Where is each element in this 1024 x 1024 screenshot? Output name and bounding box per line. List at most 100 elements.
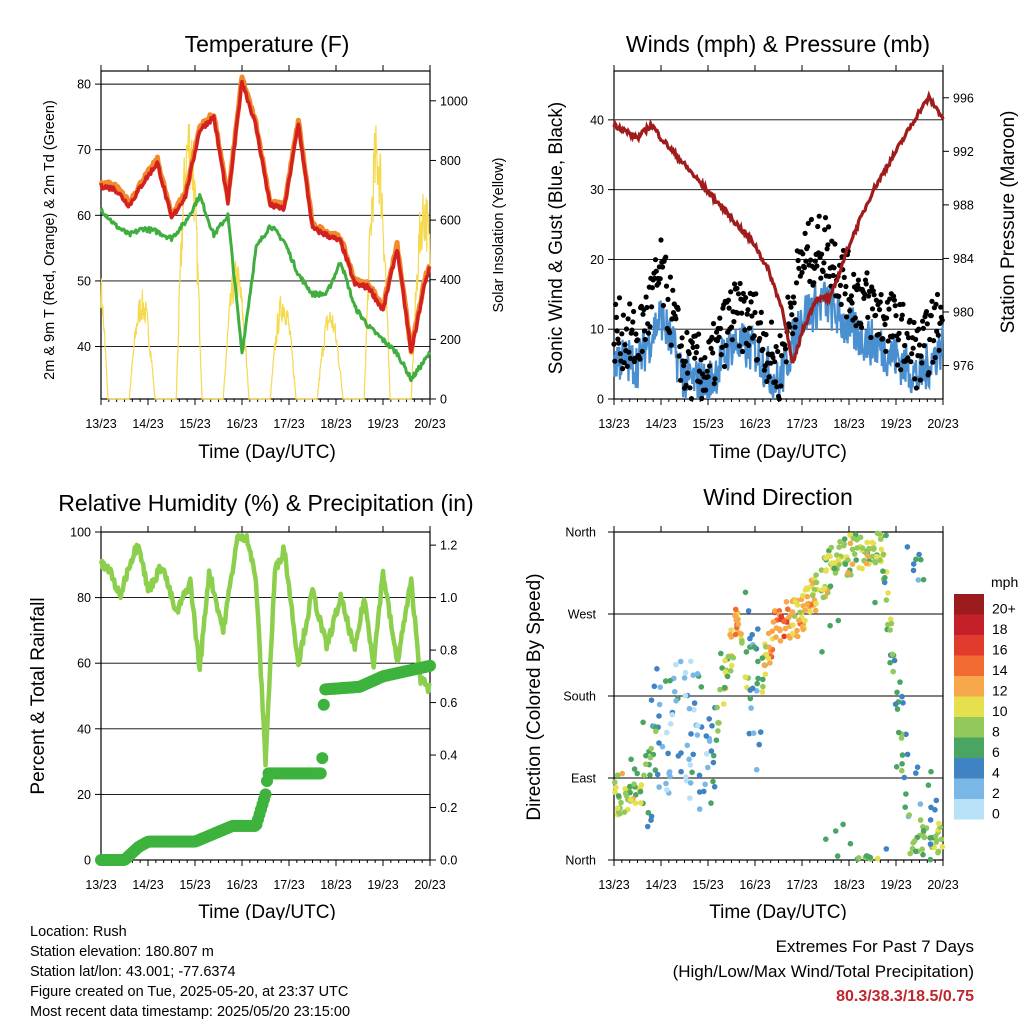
direction-point [939, 844, 946, 850]
direction-point [621, 809, 628, 815]
gust-point [873, 312, 879, 318]
legend-label: 4 [992, 764, 1000, 780]
gust-point [803, 258, 809, 264]
location-text: Location: Rush [30, 924, 127, 940]
gust-point [611, 341, 617, 347]
precip-points [95, 659, 436, 866]
direction-point [902, 804, 908, 810]
gust-point [649, 285, 656, 291]
gust-point [917, 377, 923, 383]
gust-point [876, 307, 883, 313]
direction-point [694, 671, 701, 677]
direction-point [773, 634, 779, 640]
direction-point [800, 626, 806, 633]
direction-point [682, 692, 689, 699]
direction-point [898, 735, 905, 741]
winds-y2tick-label: 984 [953, 252, 974, 266]
gust-point [694, 344, 700, 350]
direction-point [872, 559, 879, 566]
legend-swatch [954, 676, 984, 697]
gust-point [735, 310, 741, 316]
direction-point [927, 817, 934, 823]
direction-point [832, 828, 839, 834]
direction-point [782, 625, 789, 632]
direction-point [688, 731, 694, 737]
direction-point [772, 608, 778, 614]
direction-point [832, 570, 839, 576]
direction-point [829, 560, 835, 566]
legend-label: 8 [992, 723, 1000, 739]
direction-xtick-label: 16/23 [739, 878, 770, 892]
direction-point [754, 680, 760, 687]
direction-point [889, 651, 896, 658]
gust-point [868, 334, 874, 341]
gust-point [885, 338, 891, 344]
humidity-y2tick-label: 0.4 [440, 749, 457, 763]
direction-point [710, 759, 717, 766]
gust-point [678, 377, 684, 383]
gust-point [663, 254, 669, 260]
gust-point [728, 324, 735, 330]
direction-point [749, 685, 756, 692]
direction-point [719, 665, 725, 671]
direction-point [841, 536, 848, 542]
direction-point [869, 539, 876, 546]
winds-ytick-label: 40 [590, 113, 604, 127]
direction-point [835, 617, 842, 624]
direction-ytick-label: East [571, 772, 597, 786]
direction-ytick-label: South [563, 690, 596, 704]
gust-point [668, 342, 674, 348]
direction-point [647, 754, 654, 761]
gust-point [832, 241, 838, 247]
gust-point [681, 362, 687, 369]
humidity-y2tick-label: 0.8 [440, 644, 457, 658]
direction-xtick-label: 19/23 [880, 878, 911, 892]
direction-point [696, 789, 703, 795]
direction-point [614, 772, 621, 778]
gust-point [848, 293, 855, 299]
direction-point [874, 855, 881, 862]
direction-point [728, 668, 734, 674]
direction-point [698, 684, 705, 690]
direction-point [910, 567, 917, 574]
gust-point [785, 294, 791, 300]
direction-point [906, 812, 913, 818]
gust-point [665, 296, 671, 302]
gust-point [807, 278, 813, 284]
direction-point [618, 799, 624, 806]
gust-point [667, 274, 674, 280]
humidity-ytick-label: 80 [77, 591, 91, 605]
gust-point [933, 301, 939, 307]
direction-point [802, 617, 808, 624]
direction-point [664, 787, 670, 793]
direction-point [803, 585, 810, 591]
gust-point [667, 330, 673, 336]
direction-point [619, 770, 625, 777]
latlon-text: Station lat/lon: 43.001; -77.6374 [30, 964, 236, 980]
direction-xtick-label: 13/23 [598, 878, 629, 892]
legend-label: 10 [992, 703, 1008, 719]
direction-point [695, 722, 701, 729]
temperature-ytick-label: 80 [77, 78, 91, 92]
direction-point [854, 537, 860, 543]
direction-point [742, 674, 749, 680]
gust-point [843, 283, 849, 290]
gust-point [788, 304, 794, 310]
gust-point [904, 330, 910, 337]
direction-point [919, 846, 925, 852]
gust-point [734, 285, 740, 291]
direction-point [755, 658, 761, 665]
direction-point [872, 599, 878, 606]
gust-point [891, 297, 898, 303]
direction-point [713, 737, 720, 743]
direction-point [912, 848, 919, 855]
direction-point [787, 635, 793, 641]
gust-point [790, 294, 797, 300]
direction-point [666, 769, 673, 775]
legend-swatch [954, 614, 984, 635]
gust-point [931, 338, 937, 344]
gust-point [753, 291, 759, 297]
humidity-ytick-label: 60 [77, 657, 91, 671]
direction-point [903, 791, 909, 797]
gust-point [616, 295, 623, 301]
